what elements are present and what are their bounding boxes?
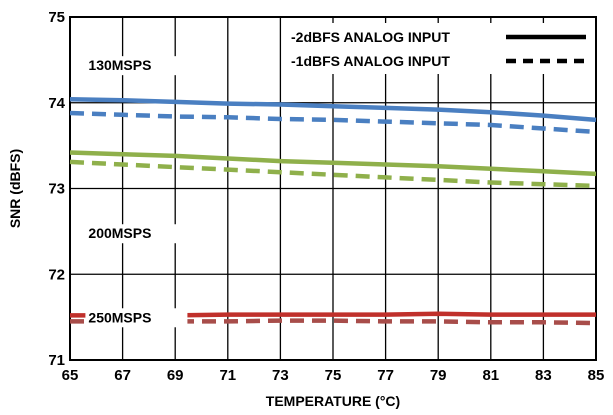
x-tick-label: 81	[482, 367, 499, 384]
annotation-label: 130MSPS	[88, 57, 151, 73]
x-tick-label: 73	[272, 367, 289, 384]
annotation-label: 200MSPS	[88, 225, 151, 241]
y-tick-label: 73	[48, 181, 65, 198]
y-tick-label: 71	[48, 352, 65, 369]
series-line-200msps-solid	[69, 150, 597, 177]
legend: -2dBFS ANALOG INPUT -1dBFS ANALOG INPUT	[286, 23, 591, 74]
x-tick-label: 77	[377, 367, 394, 384]
y-tick-label: 72	[48, 266, 65, 283]
y-axis-label: SNR (dBFS)	[7, 149, 23, 228]
legend-label: -1dBFS ANALOG INPUT	[291, 53, 450, 69]
x-tick-label: 79	[430, 367, 447, 384]
y-tick-label: 75	[48, 9, 65, 26]
series-line-130msps-solid	[69, 97, 597, 123]
x-axis-label: TEMPERATURE (°C)	[266, 393, 400, 409]
annotation-background	[85, 56, 188, 76]
x-tick-label: 71	[219, 367, 236, 384]
x-tick-label: 65	[62, 367, 79, 384]
annotation-label: 250MSPS	[88, 309, 151, 325]
annotation-background	[85, 308, 188, 328]
x-tick-label: 83	[535, 367, 552, 384]
plot-area-frame	[69, 16, 597, 361]
x-tick-label: 69	[167, 367, 184, 384]
y-tick-label: 74	[48, 95, 65, 112]
legend-label: -2dBFS ANALOG INPUT	[291, 29, 450, 45]
x-tick-label: 85	[588, 367, 605, 384]
annotation-background	[85, 224, 188, 244]
annotations: 130MSPS 200MSPS 250MSPS	[85, 56, 188, 328]
x-tick-label: 67	[114, 367, 131, 384]
x-tick-label: 75	[325, 367, 342, 384]
legend-background	[286, 23, 591, 74]
tick-labels: 65 67 69 71 73 75 77 79 81 83 85 71 72 73 74 75	[48, 9, 604, 384]
